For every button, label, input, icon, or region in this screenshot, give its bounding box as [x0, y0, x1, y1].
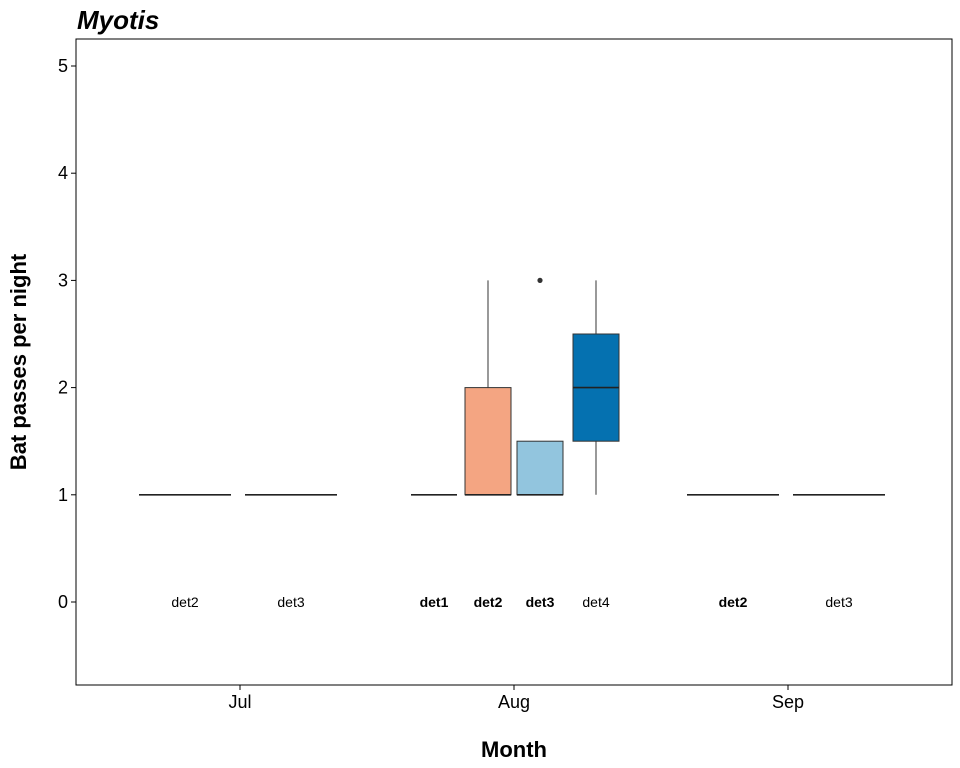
y-axis-title: Bat passes per night [6, 253, 31, 470]
x-tick-label: Sep [772, 692, 804, 712]
detector-label: det3 [526, 594, 555, 610]
y-tick-label: 3 [58, 270, 68, 290]
x-axis: Jul Aug Sep [228, 685, 804, 712]
y-tick-label: 4 [58, 163, 68, 183]
y-tick-label: 1 [58, 485, 68, 505]
box-body [464, 387, 512, 496]
boxplot-groups [139, 277, 885, 496]
x-axis-title: Month [481, 737, 547, 762]
x-tick-label: Aug [498, 692, 530, 712]
box-body [516, 440, 564, 496]
y-tick-label: 0 [58, 592, 68, 612]
x-tick-label: Jul [228, 692, 251, 712]
detector-label: det2 [719, 594, 748, 610]
y-axis: 0 1 2 3 4 5 [58, 56, 76, 612]
detector-label: det3 [277, 594, 304, 610]
detector-label: det4 [582, 594, 609, 610]
y-tick-label: 5 [58, 56, 68, 76]
box-aug-det3 [516, 277, 564, 496]
detector-label: det2 [171, 594, 198, 610]
detector-labels: det2 det3 det1 det2 det3 det4 det2 det3 [171, 594, 852, 610]
detector-label: det2 [474, 594, 503, 610]
y-tick-label: 2 [58, 378, 68, 398]
outlier-point [537, 277, 543, 283]
detector-label: det1 [420, 594, 449, 610]
plot-panel [75, 38, 953, 686]
box-aug-det4 [572, 280, 620, 495]
box-aug-det2 [464, 280, 512, 496]
chart-title: Myotis [77, 5, 159, 35]
detector-label: det3 [825, 594, 852, 610]
